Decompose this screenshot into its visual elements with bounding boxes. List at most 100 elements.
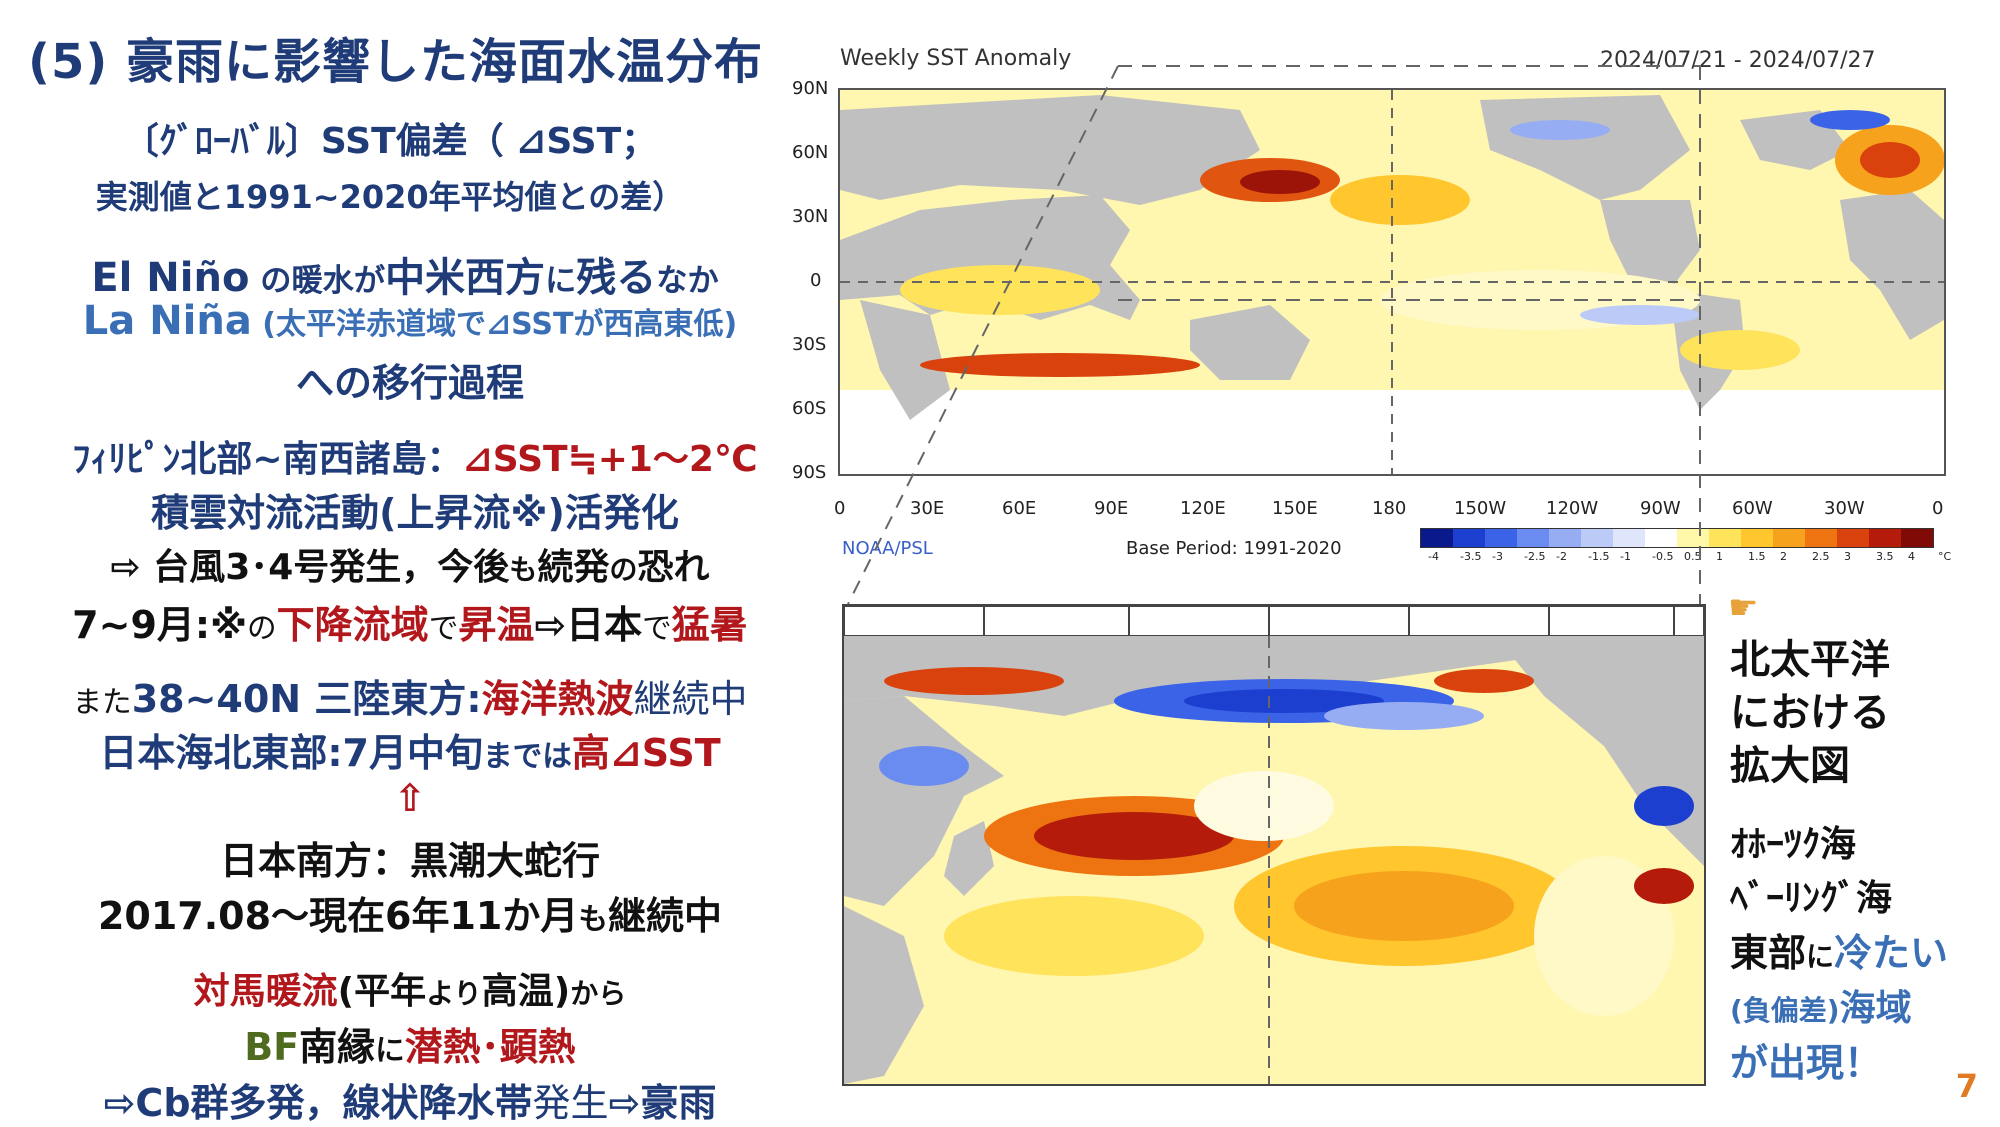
particle-de: で	[428, 610, 459, 645]
while-text: なか	[656, 263, 719, 299]
page-number: 7	[1955, 1067, 1978, 1105]
lon-label-60e: 60E	[1002, 498, 1037, 519]
sanriku-text: 38~40N 三陸東方:	[131, 677, 482, 721]
latent-sensible-heat-text: 潜熱･顕熱	[404, 1025, 576, 1069]
philippines-sst-line: ﾌｨﾘﾋﾟﾝ北部~南西諸島：⊿SST≒+1～2℃	[20, 430, 810, 482]
particle-mo: も	[509, 553, 538, 586]
particle-ni-right: に	[1806, 940, 1835, 973]
particle-de-2: で	[642, 610, 672, 645]
japan-sea-text: 日本海北東部:7月中旬	[99, 731, 483, 775]
colorbar-swatch	[1645, 529, 1677, 547]
lat-label-0: 0	[810, 270, 822, 291]
lat-label-30s: 30S	[792, 334, 827, 355]
tsushima-current-text: 対馬暖流	[193, 971, 338, 1012]
lon-label-30e: 30E	[910, 498, 945, 519]
colorbar-tick-label: 1.5	[1748, 550, 1766, 563]
appeared-label: が出現！	[1730, 1041, 1883, 1085]
la-nina-line: La Niña (太平洋赤道域で⊿SSTが西高東低)	[30, 298, 790, 344]
extreme-heat-text: 猛暑	[671, 603, 748, 647]
in-label: における	[1730, 690, 1890, 736]
continue-text: 続発	[537, 547, 610, 588]
particle-ga: が	[353, 263, 386, 299]
kuroshio-duration-line: 2017.08～現在6年11か月も継続中	[10, 885, 810, 940]
typhoon-line: ⇨ 台風3･4号発生，今後も続発の恐れ	[10, 538, 810, 590]
lat-label-30n: 30N	[792, 206, 829, 227]
global-sst-map	[838, 88, 1946, 476]
map-date-range: 2024/07/21 - 2024/07/27	[1600, 48, 1876, 73]
colorbar-swatch	[1901, 529, 1933, 547]
cb-cluster-text: ⇨Cb群多発，線状降水帯	[103, 1081, 533, 1125]
japan-text: ⇨日本	[534, 603, 643, 647]
central-america-west-text: 中米西方	[385, 255, 546, 301]
lat-label-60s: 60S	[792, 398, 827, 419]
slide-title: (5) 豪雨に影響した海面水温分布	[28, 34, 763, 90]
downdraft-area-text: 下降流域	[276, 603, 429, 647]
colorbar-tick-label: -2	[1556, 550, 1567, 563]
colorbar-swatch	[1549, 529, 1581, 547]
colorbar-swatch	[1485, 529, 1517, 547]
colorbar-tick-label: -0.5	[1652, 550, 1674, 563]
typhoon-text: ⇨ 台風3･4号発生，今後	[110, 547, 510, 588]
colorbar-swatch	[1709, 529, 1741, 547]
global-sst-heading: 〔ｸﾞﾛｰﾊﾞﾙ〕SST偏差（ ⊿SST；	[122, 121, 658, 162]
lon-label-60w: 60W	[1732, 498, 1773, 519]
occurrence-text: 発生	[532, 1081, 609, 1125]
remain-text: 残る	[576, 255, 657, 301]
colorbar-tick-label: -4	[1428, 550, 1439, 563]
tsushima-line: 対馬暖流(平年より高温)から	[10, 962, 810, 1014]
lat-label-90n: 90N	[792, 78, 829, 99]
sst-colorbar	[1420, 528, 1934, 548]
colorbar-tick-label: 2	[1780, 550, 1787, 563]
also-text: また	[72, 684, 132, 719]
particle-yori: より	[426, 977, 482, 1010]
colorbar-tick-label: 3	[1844, 550, 1851, 563]
up-arrow-icon: ⇧	[394, 776, 426, 820]
lon-label-0: 0	[834, 498, 846, 519]
lat-label-60n: 60N	[792, 142, 829, 163]
colorbar-swatch	[1805, 529, 1837, 547]
colorbar-swatch	[1453, 529, 1485, 547]
colorbar-swatch	[1421, 529, 1453, 547]
cold-text: 冷たい	[1834, 931, 1949, 975]
east-part-text: 東部	[1730, 931, 1807, 975]
north-pacific-zoom-graphic	[844, 606, 1704, 1084]
global-sst-map-graphic	[840, 90, 1944, 474]
colorbar-tick-label: -3.5	[1460, 550, 1482, 563]
colorbar-swatch	[1773, 529, 1805, 547]
map-title: Weekly SST Anomaly	[840, 46, 1072, 71]
colorbar-tick-label: -3	[1492, 550, 1503, 563]
lon-label-180: 180	[1372, 498, 1407, 519]
colorbar-swatch	[1741, 529, 1773, 547]
convection-line: 積雲対流活動(上昇流※)活発化	[151, 491, 679, 535]
until-text: までは	[482, 738, 572, 773]
negative-anomaly-label: (負偏差)海域	[1730, 986, 1912, 1031]
marine-heatwave-text: 海洋熱波	[481, 677, 634, 721]
sst-anomaly-value: ⊿SST≒+1～2℃	[462, 439, 758, 480]
colorbar-tick-label: 3.5	[1876, 550, 1894, 563]
high-temp-text: 高温)	[481, 971, 571, 1012]
lon-label-120w: 120W	[1546, 498, 1599, 519]
lon-label-150e: 150E	[1272, 498, 1318, 519]
east-cold-label: 東部に冷たい	[1730, 930, 1948, 978]
colorbar-swatch	[1581, 529, 1613, 547]
colorbar-swatch	[1869, 529, 1901, 547]
sea-area-text: 海域	[1839, 988, 1912, 1029]
particle-no: の	[609, 553, 638, 586]
normal-year-text: (平年	[337, 971, 427, 1012]
marine-heatwave-line: また38~40N 三陸東方:海洋熱波継続中	[10, 668, 810, 723]
bf-text: BF	[244, 1025, 300, 1069]
japan-sea-line: 日本海北東部:7月中旬までは高⊿SST	[10, 722, 810, 777]
ongoing-text: 継続中	[633, 677, 748, 721]
jul-sep-text: 7~9月:※	[72, 603, 248, 647]
colorbar-tick-label: -1.5	[1588, 550, 1610, 563]
colorbar-swatch	[1837, 529, 1869, 547]
colorbar-tick-label: 2.5	[1812, 550, 1830, 563]
heavy-rain-line: ⇨Cb群多発，線状降水帯発生⇨豪雨	[10, 1072, 810, 1127]
heavy-rain-text: ⇨豪雨	[608, 1081, 717, 1125]
warm-water-text: の暖水	[249, 263, 354, 299]
high-sst-text: 高⊿SST	[571, 731, 721, 775]
base-period-label: Base Period: 1991-2020	[1126, 538, 1342, 559]
lon-label-90e: 90E	[1094, 498, 1129, 519]
colorbar-unit: °C	[1938, 550, 1952, 563]
